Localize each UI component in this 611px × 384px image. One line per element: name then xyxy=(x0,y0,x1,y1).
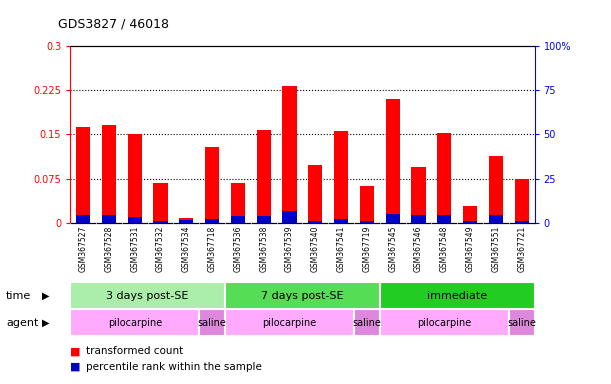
Text: ■: ■ xyxy=(70,346,81,356)
Bar xyxy=(437,133,452,223)
Bar xyxy=(205,147,219,223)
Text: GSM367540: GSM367540 xyxy=(311,226,320,272)
Text: GSM367541: GSM367541 xyxy=(337,226,346,272)
Bar xyxy=(509,309,535,336)
Text: pilocarpine: pilocarpine xyxy=(108,318,162,328)
Bar xyxy=(257,216,271,223)
Bar xyxy=(360,221,374,223)
Bar xyxy=(309,221,323,223)
Bar xyxy=(489,156,503,223)
Bar xyxy=(205,218,219,223)
Text: GDS3827 / 46018: GDS3827 / 46018 xyxy=(58,18,169,31)
Bar xyxy=(225,282,380,309)
Bar xyxy=(360,185,374,223)
Text: GSM367549: GSM367549 xyxy=(466,226,475,272)
Text: GSM367531: GSM367531 xyxy=(130,226,139,272)
Bar xyxy=(257,130,271,223)
Text: GSM367545: GSM367545 xyxy=(388,226,397,272)
Text: GSM367551: GSM367551 xyxy=(491,226,500,272)
Text: GSM367548: GSM367548 xyxy=(440,226,449,272)
Bar xyxy=(354,309,380,336)
Bar xyxy=(380,282,535,309)
Bar xyxy=(463,206,477,223)
Text: saline: saline xyxy=(353,318,381,328)
Bar xyxy=(70,282,225,309)
Bar xyxy=(231,216,245,223)
Bar xyxy=(334,131,348,223)
Bar xyxy=(463,221,477,223)
Text: GSM367536: GSM367536 xyxy=(233,226,243,272)
Text: saline: saline xyxy=(198,318,227,328)
Bar xyxy=(411,167,426,223)
Text: 7 days post-SE: 7 days post-SE xyxy=(261,291,344,301)
Bar xyxy=(102,125,116,223)
Bar xyxy=(179,218,194,223)
Bar xyxy=(128,217,142,223)
Bar xyxy=(70,309,199,336)
Bar xyxy=(153,183,167,223)
Text: ▶: ▶ xyxy=(42,318,49,328)
Bar xyxy=(380,309,509,336)
Bar xyxy=(386,99,400,223)
Text: transformed count: transformed count xyxy=(86,346,183,356)
Bar xyxy=(386,215,400,223)
Bar xyxy=(489,215,503,223)
Bar xyxy=(514,179,529,223)
Text: GSM367539: GSM367539 xyxy=(285,226,294,272)
Bar xyxy=(76,127,90,223)
Text: pilocarpine: pilocarpine xyxy=(262,318,316,328)
Text: GSM367721: GSM367721 xyxy=(518,226,526,272)
Text: time: time xyxy=(6,291,31,301)
Bar xyxy=(231,183,245,223)
Text: agent: agent xyxy=(6,318,38,328)
Text: GSM367532: GSM367532 xyxy=(156,226,165,272)
Text: GSM367538: GSM367538 xyxy=(259,226,268,272)
Bar xyxy=(128,134,142,223)
Text: pilocarpine: pilocarpine xyxy=(417,318,472,328)
Bar xyxy=(514,221,529,223)
Bar xyxy=(309,165,323,223)
Bar xyxy=(76,215,90,223)
Text: 3 days post-SE: 3 days post-SE xyxy=(106,291,189,301)
Text: ▶: ▶ xyxy=(42,291,49,301)
Bar xyxy=(102,215,116,223)
Bar xyxy=(411,215,426,223)
Text: ■: ■ xyxy=(70,362,81,372)
Bar xyxy=(334,218,348,223)
Bar xyxy=(199,309,225,336)
Text: GSM367719: GSM367719 xyxy=(362,226,371,272)
Text: GSM367527: GSM367527 xyxy=(79,226,87,272)
Text: GSM367546: GSM367546 xyxy=(414,226,423,272)
Bar xyxy=(225,309,354,336)
Text: GSM367528: GSM367528 xyxy=(104,226,114,272)
Bar xyxy=(282,211,297,223)
Text: percentile rank within the sample: percentile rank within the sample xyxy=(86,362,262,372)
Text: GSM367718: GSM367718 xyxy=(208,226,217,272)
Bar xyxy=(282,86,297,223)
Text: saline: saline xyxy=(507,318,536,328)
Bar xyxy=(437,215,452,223)
Bar xyxy=(153,221,167,223)
Text: GSM367534: GSM367534 xyxy=(182,226,191,272)
Text: immediate: immediate xyxy=(427,291,488,301)
Bar xyxy=(179,220,194,223)
